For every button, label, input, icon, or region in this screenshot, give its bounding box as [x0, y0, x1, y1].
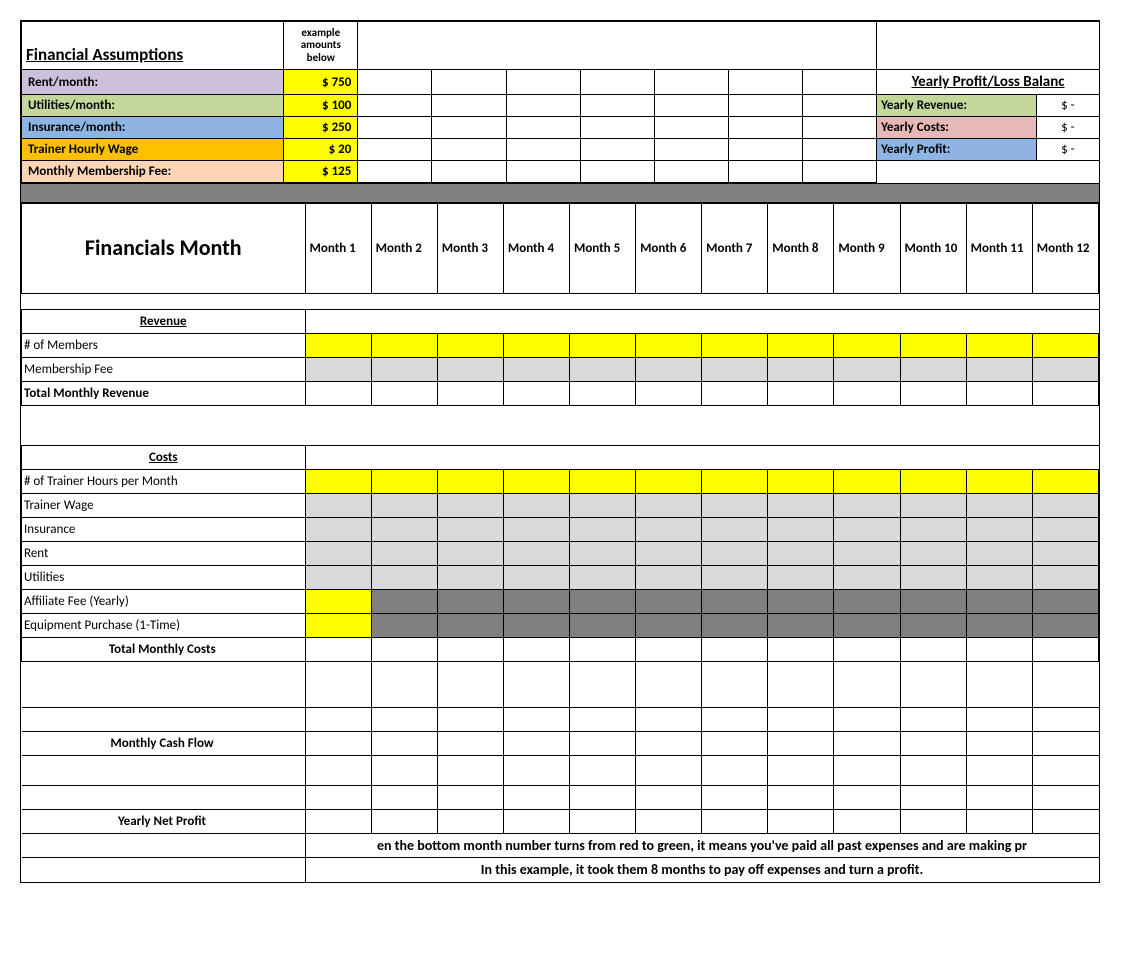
assumption-rent-value[interactable]: $ 750: [284, 70, 358, 95]
row-total-costs: Total Monthly Costs: [22, 638, 1099, 662]
month-10: Month 10: [900, 204, 966, 294]
month-11: Month 11: [966, 204, 1032, 294]
assumption-fee-label: Monthly Membership Fee:: [22, 161, 284, 183]
financials-month-header: Financials Month: [22, 204, 306, 294]
revenue-header: Revenue: [22, 310, 306, 334]
example-header: example amounts below: [284, 22, 358, 70]
assumption-wage-label: Trainer Hourly Wage: [22, 139, 284, 161]
row-insurance: Insurance: [22, 518, 1099, 542]
pl-profit-value: $ -: [1036, 139, 1099, 161]
row-blank-1: [22, 708, 1099, 732]
month-1: Month 1: [305, 204, 371, 294]
assumption-wage-value[interactable]: $ 20: [284, 139, 358, 161]
pl-revenue-label: Yearly Revenue:: [877, 95, 1037, 117]
row-cashflow: Monthly Cash Flow: [22, 732, 1099, 756]
row-total-revenue: Total Monthly Revenue: [22, 382, 1099, 406]
month-2: Month 2: [371, 204, 437, 294]
row-rent: Rent: [22, 542, 1099, 566]
row-equipment: Equipment Purchase (1-Time): [22, 614, 1099, 638]
month-4: Month 4: [503, 204, 569, 294]
pl-profit-label: Yearly Profit:: [877, 139, 1037, 161]
assumption-rent-label: Rent/month:: [22, 70, 284, 95]
row-members: # of Members: [22, 334, 1099, 358]
costs-header: Costs: [22, 446, 306, 470]
profitloss-title: Yearly Profit/Loss Balanc: [877, 70, 1099, 95]
month-9: Month 9: [834, 204, 900, 294]
assumption-utilities-label: Utilities/month:: [22, 95, 284, 117]
row-blank-2: [22, 786, 1099, 810]
spreadsheet: Financial Assumptions example amounts be…: [20, 20, 1100, 883]
pl-revenue-value: $ -: [1036, 95, 1099, 117]
month-5: Month 5: [569, 204, 635, 294]
top-section: Financial Assumptions example amounts be…: [21, 21, 1099, 183]
assumption-insurance-value[interactable]: $ 250: [284, 117, 358, 139]
assumptions-title: Financial Assumptions: [22, 22, 284, 70]
footer-note-1: en the bottom month number turns from re…: [305, 834, 1098, 858]
row-utilities: Utilities: [22, 566, 1099, 590]
row-trainer-wage: Trainer Wage: [22, 494, 1099, 518]
pl-costs-label: Yearly Costs:: [877, 117, 1037, 139]
assumption-fee-value[interactable]: $ 125: [284, 161, 358, 183]
assumption-utilities-value[interactable]: $ 100: [284, 95, 358, 117]
pl-costs-value: $ -: [1036, 117, 1099, 139]
monthly-table: Financials Month Month 1 Month 2 Month 3…: [21, 203, 1099, 882]
assumption-insurance-label: Insurance/month:: [22, 117, 284, 139]
row-netprofit: Yearly Net Profit: [22, 810, 1099, 834]
month-3: Month 3: [437, 204, 503, 294]
month-8: Month 8: [768, 204, 834, 294]
row-trainer-hours: # of Trainer Hours per Month: [22, 470, 1099, 494]
row-membership-fee: Membership Fee: [22, 358, 1099, 382]
row-affiliate: Affiliate Fee (Yearly): [22, 590, 1099, 614]
month-7: Month 7: [702, 204, 768, 294]
month-6: Month 6: [636, 204, 702, 294]
divider-band: [21, 183, 1099, 203]
month-12: Month 12: [1032, 204, 1098, 294]
footer-note-2: In this example, it took them 8 months t…: [305, 858, 1098, 882]
